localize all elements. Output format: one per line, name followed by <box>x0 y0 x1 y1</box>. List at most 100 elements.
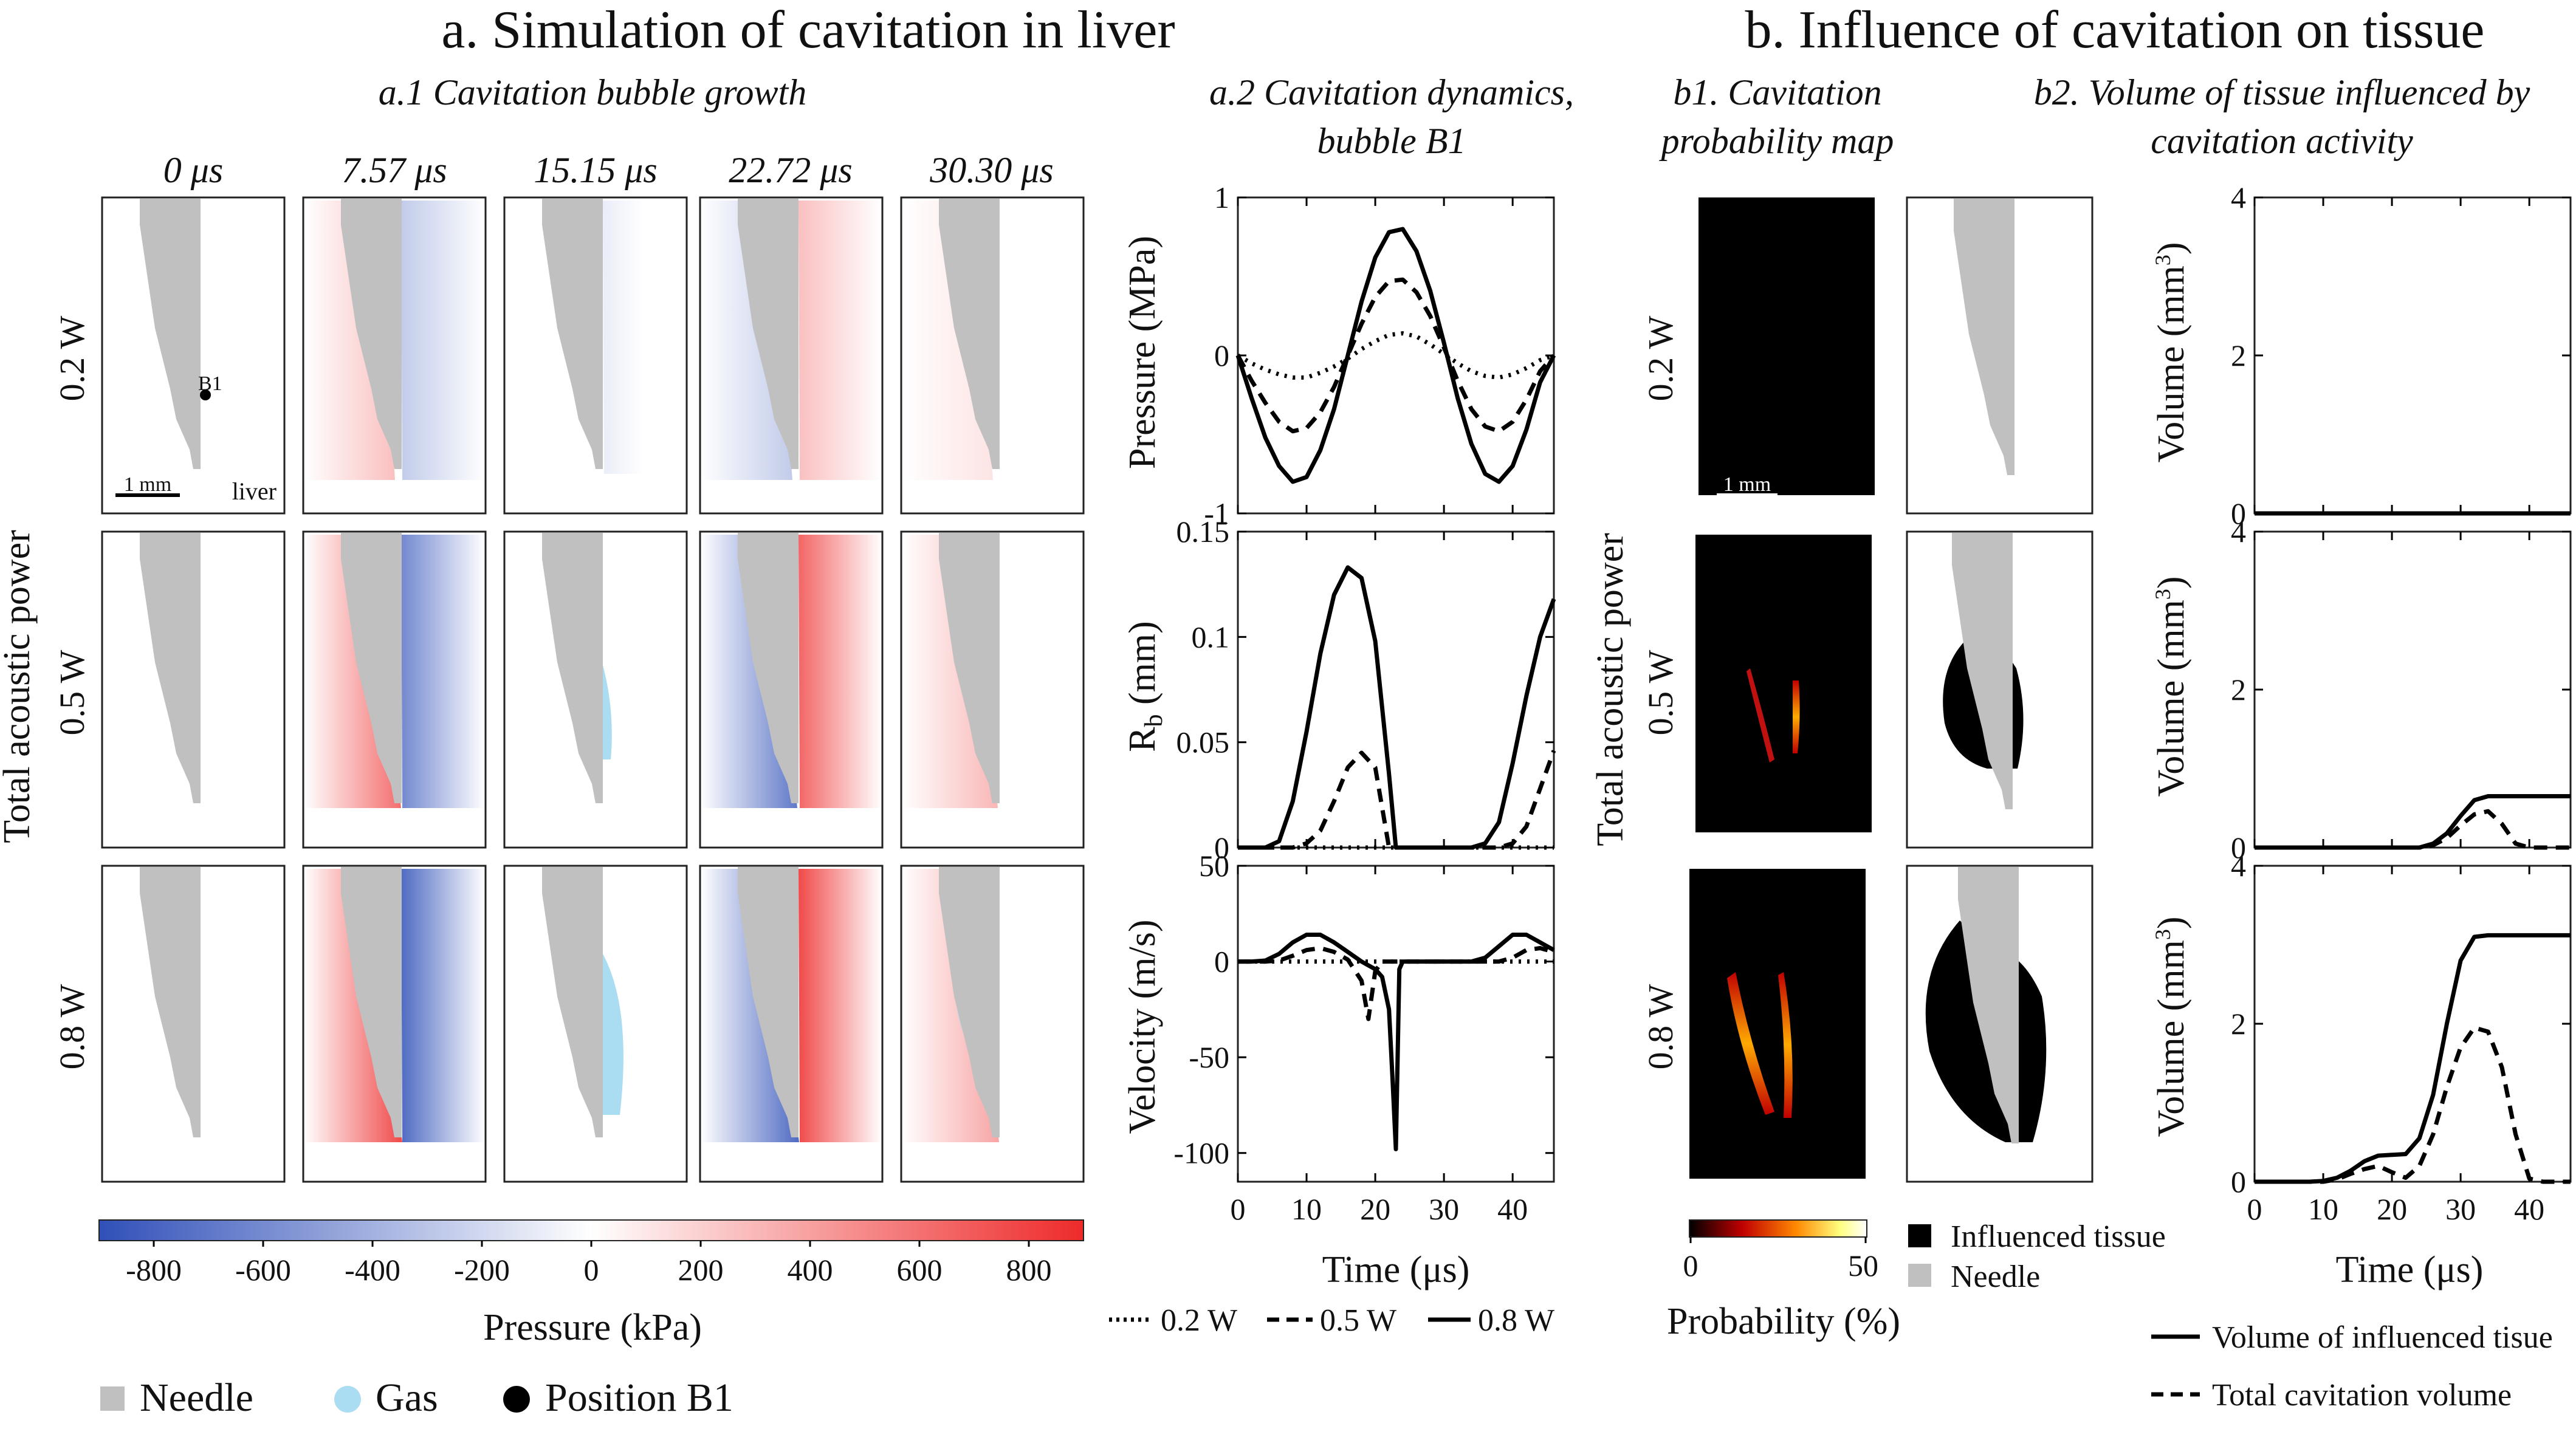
y-tick-label: 0 <box>2231 1165 2246 1199</box>
colorbar-tick-label: 800 <box>1006 1253 1052 1287</box>
b-row-label-02: 0.2 W <box>1641 315 1680 401</box>
plot-frame <box>2253 865 2572 1183</box>
colorbar-tick-label: -400 <box>345 1253 400 1287</box>
y-tick-label: -50 <box>1189 1040 1229 1074</box>
b-row-label-05: 0.5 W <box>1641 649 1680 735</box>
time-label: 0 μs <box>163 150 223 190</box>
panel-r2-c4 <box>699 530 884 849</box>
plot-frame <box>1237 196 1555 515</box>
b1-subtitle-line1: b1. Cavitation <box>1673 72 1881 112</box>
pressure-colorbar-label: Pressure (kPa) <box>483 1307 702 1348</box>
plot-frame <box>2253 196 2572 515</box>
prob-map-05 <box>1695 535 1872 832</box>
y-tick-label: 0 <box>2231 496 2246 530</box>
gas-region <box>603 665 612 759</box>
y-tick-label: 0 <box>1214 831 1229 865</box>
legend-label-05: 0.5 W <box>1320 1303 1396 1338</box>
series-line-dashed <box>2255 1026 2571 1184</box>
colorbar-tick-label: 400 <box>788 1253 833 1287</box>
colorbar-tick-label: -200 <box>454 1253 510 1287</box>
time-label: 22.72 μs <box>729 150 852 190</box>
series-line-solid <box>1235 227 1556 484</box>
y-tick-label: 2 <box>2231 673 2246 707</box>
section-a-title: a. Simulation of cavitation in liver <box>441 1 1175 60</box>
needle-shape <box>1954 199 2014 475</box>
probability-tick-0: 0 <box>1683 1249 1698 1283</box>
y-tick-label: 0 <box>2231 831 2246 865</box>
y-tick-label: 2 <box>2231 1007 2246 1041</box>
plot-frame <box>1237 530 1555 849</box>
position-legend-swatch <box>503 1386 530 1413</box>
b-row-axis-label: Total acoustic power <box>1590 533 1631 846</box>
a-row-axis-label: Total acoustic power <box>0 530 38 843</box>
probability-colorbar-label: Probability (%) <box>1667 1301 1900 1342</box>
x-tick-label: 20 <box>2377 1192 2407 1226</box>
b2-subtitle-line2: cavitation activity <box>2151 121 2413 161</box>
needle-shape <box>939 199 1000 469</box>
x-tick-label: 0 <box>2247 1192 2262 1226</box>
volume-plot-02: 0 2 4 <box>2231 180 2572 530</box>
y-tick-label: 2 <box>2231 338 2246 372</box>
y-tick-label: 0 <box>1214 338 1229 372</box>
y-tick-label: 4 <box>2231 180 2246 214</box>
panel-r1-c2 <box>302 196 487 515</box>
panel-r3-c5 <box>900 865 1085 1183</box>
colorbar-tick-label: -600 <box>235 1253 291 1287</box>
needle-shape <box>341 533 402 803</box>
needle-shape <box>140 867 201 1137</box>
pressure-colorbar: -800 -600 -400 -200 0 200 400 600 800 Pressure (… <box>98 1219 1084 1348</box>
series-line-solid <box>1238 933 1555 1151</box>
panel-r2-c5 <box>900 530 1085 849</box>
y-tick-label: 50 <box>1199 849 1229 883</box>
needle-shape <box>542 867 603 1137</box>
y-tick-label: 0 <box>1214 945 1229 979</box>
needle-shape <box>542 533 603 803</box>
prob-map-08 <box>1689 869 1866 1179</box>
needle-legend-swatch <box>100 1386 125 1411</box>
colorbar-tick-label: 0 <box>584 1253 599 1287</box>
needle-shape <box>341 867 402 1137</box>
panel-r3-c3 <box>503 865 688 1183</box>
series-line-solid <box>1238 565 1556 850</box>
scale-bar-label: 1 mm <box>124 473 171 496</box>
legend-b1: Influenced tissue Needle <box>1908 1219 2166 1294</box>
needle-shape <box>542 199 603 469</box>
b2-subtitle-line1: b2. Volume of tissue influenced by <box>2034 72 2530 112</box>
vol02-ylabel: Volume (mm3) <box>2151 242 2192 462</box>
x-tick-label: 10 <box>1291 1192 1322 1226</box>
needle-legend-label: Needle <box>140 1376 253 1420</box>
panel-r2-c1 <box>101 530 286 849</box>
influence-panel-05 <box>1906 530 2093 849</box>
velocity-plot: -100 -50 0 50 0 10 20 30 40 <box>1173 849 1555 1226</box>
position-b1-marker <box>200 389 211 400</box>
a-row-label-08: 0.8 W <box>52 984 92 1069</box>
needle-shape <box>140 199 201 469</box>
x-tick-label: 0 <box>1231 1192 1246 1226</box>
x-tick-label: 40 <box>2514 1192 2544 1226</box>
x-tick-label: 40 <box>1497 1192 1528 1226</box>
y-tick-label: -100 <box>1173 1136 1229 1170</box>
prob-map-02: 1 mm <box>1698 197 1875 497</box>
scale-bar-label: 1 mm <box>1723 473 1771 496</box>
legend-a: Needle Gas Position B1 <box>100 1376 733 1420</box>
panel-r2-c2 <box>302 530 487 849</box>
b1-influence-panels <box>1906 196 2093 1183</box>
a1-panel-grid: B1 1 mm liver <box>101 196 1085 1183</box>
a-row-label-02: 0.2 W <box>52 315 92 401</box>
cavitation-streak <box>1727 972 1774 1115</box>
needle-shape <box>1952 533 2013 809</box>
y-tick-label: 0.1 <box>1192 620 1230 654</box>
panel-r3-c1 <box>101 865 286 1183</box>
needle-shape <box>341 199 402 469</box>
needle-shape <box>939 533 1000 803</box>
time-label: 30.30 μs <box>929 150 1053 190</box>
b1-annotation: B1 <box>198 372 222 395</box>
y-tick-label: -1 <box>1204 496 1229 530</box>
probability-colorbar: 0 50 Probability (%) <box>1667 1219 1900 1342</box>
colorbar-tick-label: 600 <box>897 1253 943 1287</box>
tissue-label: liver <box>232 478 276 505</box>
volume-plot-05: 0 2 4 <box>2231 515 2572 865</box>
influence-panel-08 <box>1906 865 2093 1183</box>
legend-b2: Volume of influenced tisue Total cavitat… <box>2151 1320 2553 1413</box>
